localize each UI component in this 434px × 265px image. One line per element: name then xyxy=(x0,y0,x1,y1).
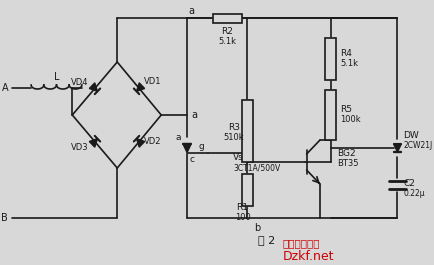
Text: A: A xyxy=(2,83,8,93)
Text: R3: R3 xyxy=(227,122,240,131)
Text: b: b xyxy=(253,223,260,233)
Polygon shape xyxy=(393,144,401,152)
Text: Dzkf.net: Dzkf.net xyxy=(282,250,333,263)
Text: R1: R1 xyxy=(236,204,248,213)
Text: 电子开发社区: 电子开发社区 xyxy=(282,238,319,248)
Text: B: B xyxy=(1,213,8,223)
Polygon shape xyxy=(136,139,145,147)
Bar xyxy=(324,38,335,80)
Text: a: a xyxy=(188,6,194,16)
Text: L: L xyxy=(54,72,59,82)
Text: BT35: BT35 xyxy=(336,160,358,169)
Polygon shape xyxy=(89,139,97,147)
Text: VD1: VD1 xyxy=(144,77,161,86)
Bar xyxy=(212,14,241,23)
Text: R5: R5 xyxy=(339,105,351,114)
Text: 5.1k: 5.1k xyxy=(339,60,357,68)
Polygon shape xyxy=(182,144,191,152)
Bar xyxy=(241,100,253,162)
Text: R4: R4 xyxy=(339,50,351,59)
Text: c: c xyxy=(189,155,194,164)
Text: VD4: VD4 xyxy=(71,78,88,87)
Text: R2: R2 xyxy=(221,28,233,37)
Text: 100k: 100k xyxy=(339,116,360,125)
Text: C2: C2 xyxy=(402,179,414,188)
Bar xyxy=(324,90,335,140)
Bar xyxy=(241,174,253,206)
Text: 5.1k: 5.1k xyxy=(218,37,236,46)
Text: g: g xyxy=(198,142,204,151)
Polygon shape xyxy=(89,83,97,91)
Text: DW: DW xyxy=(402,131,418,140)
Text: a: a xyxy=(191,110,197,120)
Text: a: a xyxy=(175,133,181,142)
Text: Vs: Vs xyxy=(233,153,243,162)
Text: 100: 100 xyxy=(234,213,250,222)
Text: 3CT1A/500V: 3CT1A/500V xyxy=(233,164,279,173)
Text: 2CW21J: 2CW21J xyxy=(402,140,431,149)
Text: 510k: 510k xyxy=(223,132,243,142)
Text: BG2: BG2 xyxy=(336,149,355,158)
Text: 图 2: 图 2 xyxy=(257,235,274,245)
Text: VD3: VD3 xyxy=(70,143,88,152)
Text: VD2: VD2 xyxy=(144,137,161,146)
Polygon shape xyxy=(136,83,145,91)
Text: 0.22μ: 0.22μ xyxy=(402,188,424,197)
